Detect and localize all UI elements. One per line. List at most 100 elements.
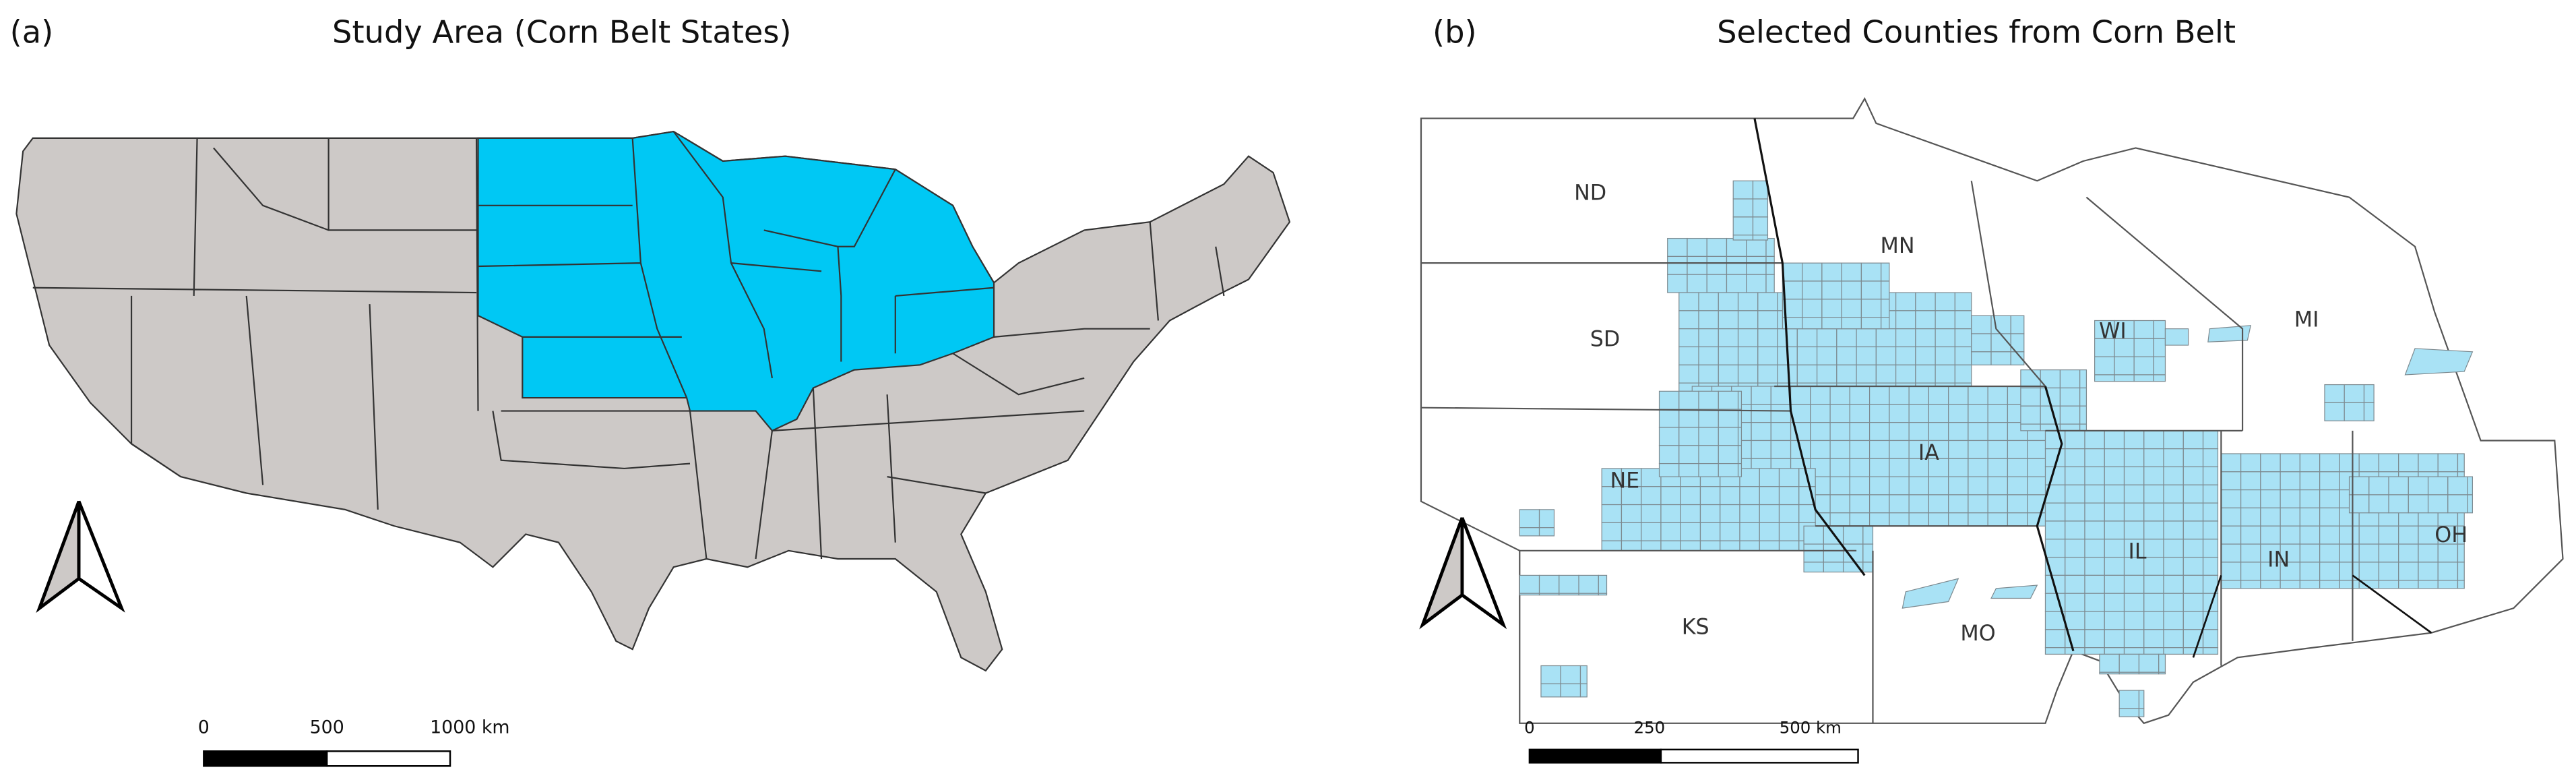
county bbox=[1908, 476, 1929, 496]
county bbox=[1737, 409, 1742, 428]
county bbox=[1810, 440, 1831, 459]
county bbox=[1810, 422, 1831, 442]
county bbox=[1578, 593, 1599, 596]
county bbox=[2138, 653, 2160, 673]
county bbox=[2467, 494, 2474, 514]
county bbox=[1641, 486, 1662, 506]
county bbox=[2114, 356, 2135, 376]
county bbox=[2027, 458, 2048, 477]
county bbox=[1718, 292, 1739, 311]
county bbox=[1660, 486, 1681, 506]
county bbox=[1948, 386, 1969, 405]
county bbox=[2240, 580, 2261, 589]
county bbox=[2202, 647, 2219, 655]
county bbox=[2358, 562, 2380, 581]
county bbox=[2143, 556, 2164, 576]
county bbox=[1678, 390, 1699, 410]
county bbox=[2163, 430, 2184, 450]
county bbox=[2084, 556, 2105, 576]
county bbox=[1829, 512, 1850, 527]
panel-title: Selected Counties from Corn Belt bbox=[1717, 13, 2236, 50]
county bbox=[2094, 374, 2115, 382]
county bbox=[2065, 593, 2085, 612]
county bbox=[2368, 494, 2389, 514]
county bbox=[1875, 346, 1897, 365]
county bbox=[2163, 539, 2184, 558]
scale-bar bbox=[203, 750, 451, 767]
county bbox=[1881, 299, 1890, 318]
county bbox=[2260, 471, 2281, 491]
county bbox=[1752, 235, 1769, 241]
county bbox=[1667, 237, 1688, 258]
county bbox=[2143, 647, 2164, 655]
county bbox=[1601, 504, 1623, 523]
county bbox=[1868, 476, 1890, 496]
county bbox=[1698, 346, 1719, 365]
state-label: MN bbox=[1881, 234, 1915, 258]
county bbox=[2123, 430, 2145, 450]
county bbox=[2398, 562, 2419, 581]
county bbox=[1770, 386, 1792, 405]
county bbox=[1678, 364, 1699, 384]
county bbox=[2143, 539, 2164, 558]
county bbox=[2104, 629, 2125, 649]
county bbox=[1658, 409, 1680, 428]
county bbox=[1660, 522, 1681, 541]
county bbox=[1579, 683, 1588, 698]
county bbox=[1856, 346, 1877, 365]
county bbox=[1836, 328, 1857, 348]
county bbox=[1842, 525, 1864, 545]
county bbox=[2163, 593, 2184, 612]
county bbox=[1698, 364, 1719, 384]
county bbox=[1621, 522, 1642, 541]
county bbox=[2437, 562, 2459, 581]
county bbox=[1954, 346, 1972, 365]
county bbox=[2418, 543, 2439, 563]
county bbox=[1732, 180, 1754, 200]
county bbox=[1889, 386, 1910, 405]
county bbox=[2418, 562, 2439, 581]
county bbox=[1810, 404, 1831, 423]
county bbox=[2299, 580, 2321, 589]
county bbox=[1849, 458, 1871, 477]
county bbox=[1698, 310, 1719, 330]
county bbox=[1739, 486, 1760, 506]
county bbox=[1935, 328, 1955, 348]
county bbox=[1757, 310, 1778, 330]
county bbox=[2163, 611, 2184, 630]
county bbox=[1821, 280, 1842, 300]
county bbox=[2123, 466, 2145, 485]
county bbox=[2123, 484, 2145, 504]
corn-belt-states bbox=[477, 130, 995, 432]
county bbox=[2104, 520, 2125, 540]
county bbox=[1868, 440, 1890, 459]
county bbox=[1680, 540, 1701, 551]
county bbox=[2182, 611, 2204, 630]
county bbox=[1798, 504, 1816, 523]
county bbox=[1732, 216, 1754, 236]
county bbox=[1718, 445, 1739, 464]
county bbox=[2260, 507, 2281, 527]
county bbox=[1737, 346, 1759, 365]
county bbox=[2027, 440, 2048, 459]
state-label: KS bbox=[1682, 615, 1709, 639]
county bbox=[2344, 384, 2365, 404]
county bbox=[1519, 593, 1540, 596]
county bbox=[2163, 556, 2184, 576]
county bbox=[1718, 409, 1739, 428]
county bbox=[1849, 440, 1871, 459]
county bbox=[1987, 476, 2009, 496]
county bbox=[1821, 262, 1842, 282]
county bbox=[1680, 504, 1701, 523]
county bbox=[1990, 584, 2038, 599]
county bbox=[2084, 502, 2105, 522]
county bbox=[2467, 476, 2474, 496]
county bbox=[1720, 504, 1740, 523]
county bbox=[1935, 310, 1955, 330]
county bbox=[2163, 647, 2184, 655]
county bbox=[2065, 502, 2085, 522]
county bbox=[2143, 448, 2164, 468]
county bbox=[1752, 198, 1769, 218]
county bbox=[2153, 356, 2166, 376]
county bbox=[2182, 466, 2204, 485]
